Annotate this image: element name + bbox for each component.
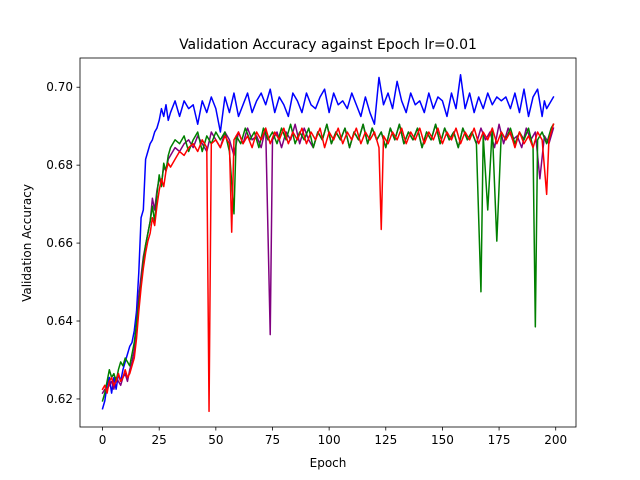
x-tick-label: 25 xyxy=(152,433,167,447)
x-tick-label: 150 xyxy=(431,433,454,447)
x-tick-label: 0 xyxy=(99,433,107,447)
x-tick-label: 50 xyxy=(208,433,223,447)
x-tick-label: 200 xyxy=(544,433,567,447)
y-axis-label: Validation Accuracy xyxy=(20,184,34,302)
x-axis-label: Epoch xyxy=(310,456,347,470)
y-tick-label: 0.62 xyxy=(46,392,73,406)
x-tick-label: 100 xyxy=(318,433,341,447)
y-tick-label: 0.64 xyxy=(46,314,73,328)
y-tick-label: 0.68 xyxy=(46,158,73,172)
plot-frame xyxy=(79,57,577,428)
x-axis-ticks: 0 25 50 75 100 125 150 175 200 xyxy=(99,427,567,447)
y-axis-ticks: 0.62 0.64 0.66 0.68 0.70 xyxy=(46,80,80,406)
series-line-1 xyxy=(101,74,555,410)
y-tick-label: 0.70 xyxy=(46,80,73,94)
series-line-4 xyxy=(101,123,555,413)
x-tick-label: 175 xyxy=(488,433,511,447)
x-tick-label: 75 xyxy=(265,433,280,447)
chart-title: Validation Accuracy against Epoch lr=0.0… xyxy=(179,37,477,53)
plot-area xyxy=(79,57,577,428)
x-tick-label: 125 xyxy=(374,433,397,447)
series-group xyxy=(101,74,555,413)
y-tick-label: 0.66 xyxy=(46,236,73,250)
